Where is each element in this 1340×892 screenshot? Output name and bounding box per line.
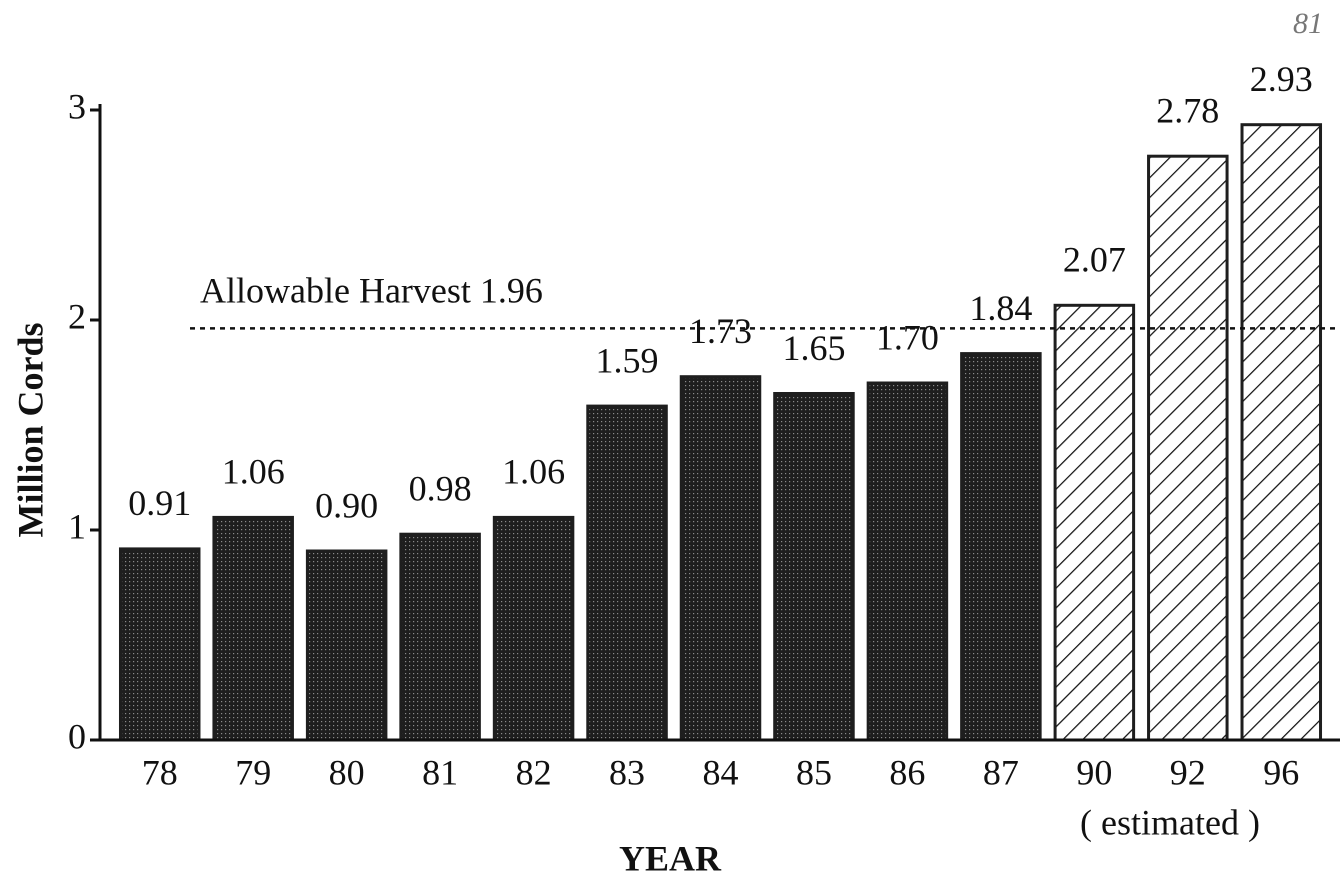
x-tick-label: 85 — [796, 752, 832, 792]
y-tick-label: 2 — [68, 296, 86, 336]
bar — [1147, 154, 1229, 742]
value-label: 1.84 — [969, 288, 1032, 328]
value-label: 2.78 — [1156, 90, 1219, 130]
group-label: ( estimated ) — [1080, 802, 1260, 842]
value-label: 1.59 — [596, 340, 659, 380]
x-tick-label: 78 — [142, 752, 178, 792]
x-tick-label: 96 — [1263, 752, 1299, 792]
bar — [773, 392, 855, 742]
value-label: 1.73 — [689, 311, 752, 351]
x-tick-label: 92 — [1170, 752, 1206, 792]
bar — [679, 375, 762, 742]
annotation: 81 — [1293, 7, 1323, 40]
y-tick-label: 1 — [68, 506, 86, 546]
bar — [866, 381, 949, 742]
value-label: 0.90 — [315, 485, 378, 525]
bar — [212, 515, 294, 742]
bar — [305, 549, 388, 742]
x-axis-label: YEAR — [619, 838, 722, 878]
value-label: 0.98 — [409, 468, 472, 508]
x-tick-label: 80 — [329, 752, 365, 792]
bar — [1240, 123, 1323, 742]
value-label: 2.93 — [1250, 59, 1313, 99]
x-tick-label: 84 — [703, 752, 739, 792]
reference-label: Allowable Harvest 1.96 — [200, 271, 543, 311]
value-label: 1.06 — [502, 452, 565, 492]
bar — [399, 532, 481, 742]
x-tick-label: 82 — [516, 752, 552, 792]
x-tick-label: 86 — [889, 752, 925, 792]
value-label: 1.70 — [876, 317, 939, 357]
x-tick-label: 83 — [609, 752, 645, 792]
bar — [492, 515, 575, 742]
x-tick-label: 79 — [235, 752, 271, 792]
x-tick-label: 87 — [983, 752, 1019, 792]
bar — [960, 352, 1042, 742]
value-label: 1.06 — [222, 452, 285, 492]
bar — [118, 547, 201, 742]
x-tick-label: 81 — [422, 752, 458, 792]
value-label: 0.91 — [128, 483, 191, 523]
y-tick-label: 0 — [68, 716, 86, 756]
y-tick-label: 3 — [68, 86, 86, 126]
value-label: 1.65 — [782, 328, 845, 368]
y-axis-label: Million Cords — [10, 322, 50, 537]
bar — [586, 404, 668, 742]
value-label: 2.07 — [1063, 240, 1126, 280]
bar — [1053, 303, 1136, 742]
x-tick-label: 90 — [1076, 752, 1112, 792]
